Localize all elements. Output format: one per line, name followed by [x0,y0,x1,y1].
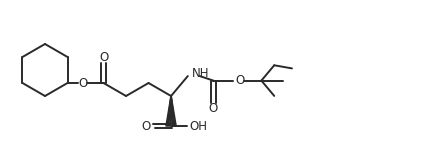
Text: NH: NH [192,67,209,80]
Text: O: O [209,102,218,115]
Text: O: O [78,76,87,90]
Text: O: O [236,74,245,87]
Text: OH: OH [189,119,207,133]
Text: O: O [142,119,151,133]
Text: O: O [99,50,108,64]
